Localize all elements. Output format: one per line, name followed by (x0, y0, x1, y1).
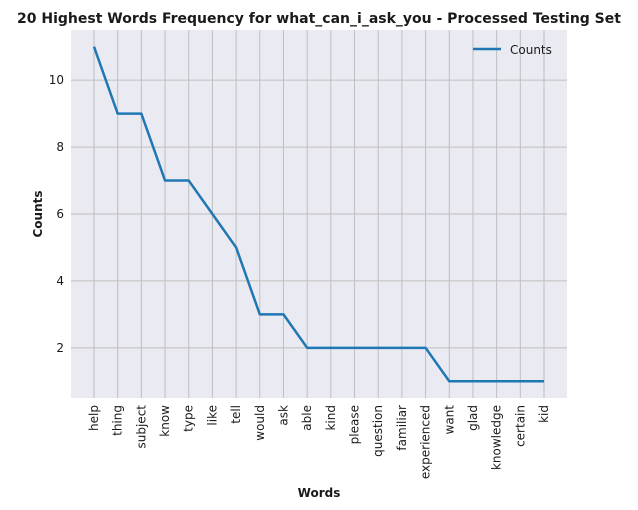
x-tick-label: want (442, 405, 456, 435)
x-axis: help thing subject know type like tell would ask… (87, 405, 551, 479)
chart-title: 20 Highest Words Frequency for what_can_… (17, 11, 621, 27)
x-tick-label: glad (466, 405, 480, 431)
x-tick-label: like (205, 405, 219, 426)
x-tick-label: subject (134, 405, 148, 449)
x-tick-label: question (371, 405, 385, 457)
x-tick-label: type (182, 405, 196, 432)
legend-label: Counts (510, 43, 552, 57)
x-tick-label: please (348, 405, 362, 444)
x-tick-label: experienced (419, 405, 433, 479)
x-tick-label: able (300, 405, 314, 431)
y-tick-label: 6 (56, 207, 64, 221)
x-tick-label: tell (229, 405, 243, 424)
x-tick-label: help (87, 405, 101, 431)
x-tick-label: know (158, 405, 172, 437)
y-tick-label: 2 (56, 341, 64, 355)
x-tick-label: thing (111, 405, 125, 436)
x-tick-label: kind (324, 405, 338, 431)
series-line (92, 46, 544, 383)
x-tick-label: ask (276, 405, 290, 426)
y-tick-label: 8 (56, 140, 64, 154)
y-axis: 2 4 6 8 10 (49, 73, 64, 355)
y-tick-label: 4 (56, 274, 64, 288)
series-layer (92, 46, 544, 383)
x-tick-label: would (253, 405, 267, 441)
x-tick-label: certain (513, 405, 527, 447)
y-tick-label: 10 (49, 73, 64, 87)
y-axis-label: Counts (31, 190, 45, 237)
x-tick-label: knowledge (490, 405, 504, 470)
x-tick-label: familiar (395, 405, 409, 451)
x-tick-label: kid (537, 405, 551, 423)
x-axis-label: Words (298, 486, 341, 500)
legend: Counts (473, 43, 552, 57)
